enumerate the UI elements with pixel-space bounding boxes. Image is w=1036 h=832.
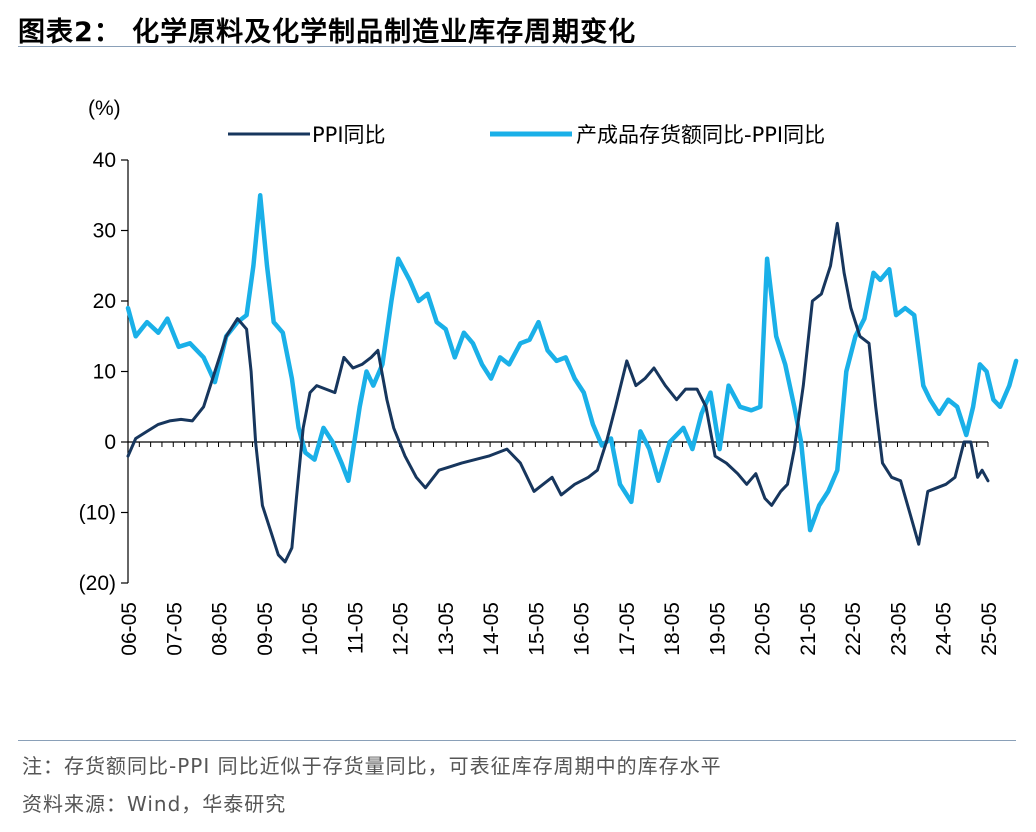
x-tick-label: 22-05	[842, 602, 865, 656]
y-tick-label: 0	[104, 431, 116, 454]
chart-title: 图表2： 化学原料及化学制品制造业库存周期变化	[18, 17, 637, 48]
x-tick-label: 07-05	[163, 602, 186, 656]
x-tick-label: 23-05	[887, 602, 910, 656]
chart-note: 注：存货额同比-PPI 同比近似于存货量同比，可表征库存周期中的库存水平	[22, 754, 722, 778]
x-tick-label: 24-05	[933, 602, 956, 656]
x-tick-label: 16-05	[571, 602, 594, 656]
x-tick-label: 06-05	[118, 602, 141, 656]
x-tick-label: 20-05	[752, 602, 775, 656]
legend-label-inventory: 产成品存货额同比-PPI同比	[576, 123, 825, 147]
x-tick-label: 17-05	[616, 602, 639, 656]
title-divider	[18, 46, 1016, 47]
y-tick-label: (20)	[79, 572, 116, 595]
x-tick-label: 09-05	[254, 602, 277, 656]
legend-label-ppi: PPI同比	[312, 123, 386, 147]
x-tick-label: 12-05	[390, 602, 413, 656]
y-tick-label: (10)	[79, 502, 116, 525]
footer-divider	[18, 740, 1016, 741]
y-tick-label: 40	[93, 149, 116, 172]
x-tick-label: 19-05	[706, 602, 729, 656]
x-tick-label: 21-05	[797, 602, 820, 656]
y-tick-label: 10	[93, 361, 116, 384]
data-source: 资料来源：Wind，华泰研究	[22, 792, 287, 816]
x-tick-label: 14-05	[480, 602, 503, 656]
x-tick-label: 13-05	[435, 602, 458, 656]
x-tick-label: 25-05	[978, 602, 1001, 656]
series-line-ppi	[126, 221, 990, 564]
series-line-inventory	[125, 193, 1019, 533]
x-tick-label: 11-05	[344, 602, 367, 654]
x-tick-label: 08-05	[209, 602, 232, 656]
y-tick-label: 20	[93, 290, 116, 313]
y-tick-label: 30	[93, 220, 116, 243]
line-chart: (%) PPI同比 产成品存货额同比-PPI同比 40 30 20 10 0 (10) (2…	[79, 97, 1019, 656]
y-unit-label: (%)	[88, 97, 121, 120]
legend: PPI同比 产成品存货额同比-PPI同比	[228, 123, 825, 147]
x-tick-label: 15-05	[525, 602, 548, 656]
x-tick-label: 18-05	[661, 602, 684, 656]
x-tick-label: 10-05	[299, 602, 322, 656]
